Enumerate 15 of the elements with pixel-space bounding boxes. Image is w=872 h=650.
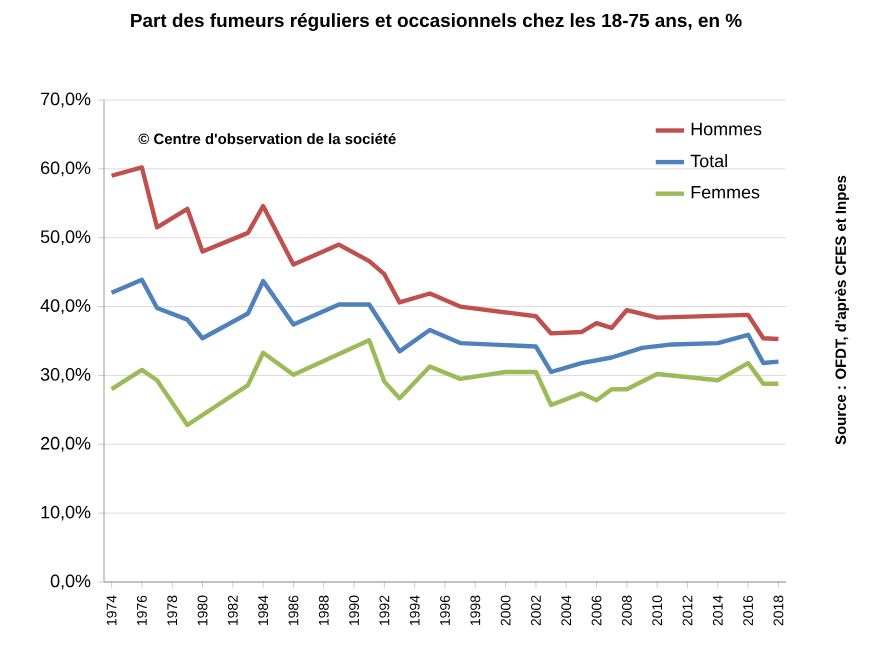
y-tick-label: 50,0% [40, 230, 91, 246]
line-series [109, 277, 781, 375]
y-tick-label: 40,0% [40, 299, 91, 314]
line-series [109, 165, 781, 342]
legend-label: Total [690, 154, 727, 168]
legend-label: Femmes [691, 186, 760, 199]
y-tick-label: 30,0% [40, 368, 91, 383]
legend-label: Hommes [691, 122, 762, 136]
y-tick-label: 0,0% [50, 574, 91, 590]
chart-title: Part des fumeurs réguliers et occasionnels chez les 18-75 ans, en % [131, 13, 742, 31]
y-tick-label: 60,0% [41, 161, 91, 177]
y-tick-label: 20,0% [41, 436, 91, 452]
y-tick-label: 70,0% [41, 92, 91, 108]
line-series [109, 338, 781, 428]
y-tick-label: 10,0% [41, 505, 91, 521]
